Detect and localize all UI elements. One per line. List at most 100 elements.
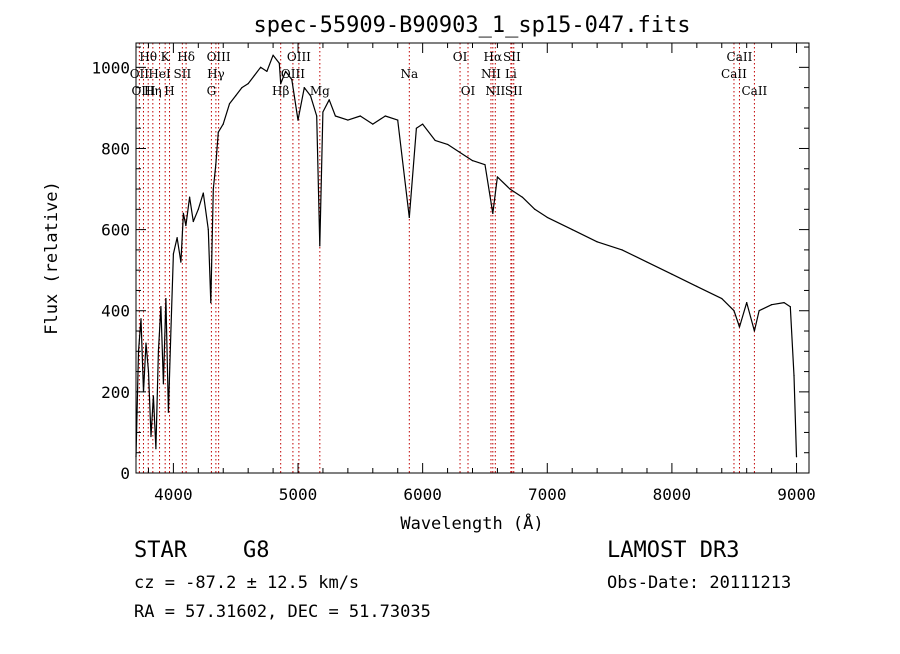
data-point: [172, 253, 174, 255]
line-label: Mg: [310, 84, 330, 98]
line-label: Hγ: [207, 67, 225, 81]
data-point: [253, 74, 255, 77]
x-axis-label: Wavelength (Å): [400, 512, 543, 534]
object-subclass: G8: [243, 538, 270, 563]
data-point: [152, 395, 155, 397]
data-point: [459, 151, 461, 154]
line-label: Na: [400, 67, 418, 81]
data-point: [509, 188, 511, 190]
data-point: [771, 304, 773, 306]
data-point: [496, 176, 499, 178]
data-point: [180, 261, 182, 263]
data-point: [446, 143, 449, 146]
y-tick-label: 600: [101, 221, 130, 240]
data-point: [241, 87, 243, 89]
data-point: [415, 127, 418, 129]
line-label: SII: [174, 67, 192, 81]
data-point: [150, 435, 152, 438]
data-point: [384, 115, 386, 117]
data-point: [646, 261, 648, 263]
data-point: [492, 212, 494, 214]
coordinates: RA = 57.31602, DEC = 51.73035: [134, 602, 431, 622]
axis-ticks: 4000 5000 6000 7000 8000 9000 0 200 400 600 800 100…: [91, 43, 816, 504]
line-label: SII: [505, 84, 523, 98]
data-point: [207, 229, 209, 231]
data-point: [162, 383, 165, 385]
data-point: [471, 160, 474, 162]
data-point: [408, 216, 410, 219]
data-point: [291, 78, 293, 81]
data-point: [272, 54, 274, 56]
line-label: Hθ: [139, 50, 157, 64]
data-point: [297, 119, 299, 121]
data-point: [188, 196, 191, 198]
x-tick-label: 7000: [528, 485, 567, 504]
data-point: [733, 310, 735, 312]
y-tick-label: 200: [101, 383, 130, 402]
data-point: [596, 241, 598, 243]
data-point: [215, 164, 217, 166]
data-point: [210, 302, 212, 304]
data-point: [316, 115, 318, 117]
series-line-flux: [135, 54, 798, 457]
line-label: SII: [503, 50, 521, 64]
data-point: [278, 62, 280, 64]
data-point: [202, 192, 204, 194]
line-label: G: [207, 84, 217, 98]
series-layer: [135, 54, 798, 458]
plot-frame: [135, 42, 810, 474]
survey-name: LAMOST DR3: [607, 538, 740, 563]
data-point: [621, 249, 623, 251]
x-tick-label: 5000: [279, 485, 318, 504]
y-tick-label: 400: [101, 302, 130, 321]
line-label: CaII: [741, 84, 767, 98]
data-point: [167, 411, 170, 413]
x-tick-label: 6000: [403, 485, 442, 504]
data-point: [534, 208, 536, 210]
data-point: [280, 82, 282, 85]
data-point: [228, 103, 231, 105]
line-label: Li: [505, 67, 517, 81]
y-tick-label: 800: [101, 139, 130, 158]
data-point: [696, 285, 698, 287]
data-point: [322, 111, 324, 113]
line-label: CaII: [721, 67, 747, 81]
line-label: OIII: [281, 67, 305, 81]
data-point: [671, 273, 673, 275]
data-point: [157, 350, 160, 352]
line-label: NII: [481, 67, 501, 81]
data-point: [170, 330, 172, 332]
line-label: OIII: [207, 50, 231, 64]
data-point: [212, 188, 214, 190]
chart-title: spec-55909-B90903_1_sp15-047.fits: [253, 13, 690, 38]
data-point: [795, 456, 798, 458]
line-marker-layer: [138, 43, 755, 473]
data-point: [521, 196, 523, 198]
line-label: Hη: [144, 84, 162, 98]
y-tick-label: 1000: [91, 58, 130, 77]
data-point: [758, 310, 760, 312]
data-point: [372, 123, 374, 125]
data-point: [185, 224, 187, 227]
data-point: [303, 87, 305, 89]
data-point: [155, 448, 157, 450]
data-point: [145, 342, 147, 344]
data-point: [328, 99, 330, 101]
y-axis-label: Flux (relative): [42, 181, 62, 335]
x-tick-label: 8000: [653, 485, 692, 504]
data-point: [721, 297, 723, 300]
data-point: [319, 245, 321, 247]
line-label: HeI: [148, 67, 171, 81]
data-point: [783, 302, 785, 304]
obs-date: Obs-Date: 20111213: [607, 573, 792, 593]
data-point: [753, 330, 756, 332]
line-label: OIII: [287, 50, 311, 64]
data-point: [165, 297, 167, 300]
line-label: CaII: [727, 50, 753, 64]
data-point: [738, 326, 741, 328]
data-point: [484, 164, 486, 166]
line-label: Hα: [484, 50, 503, 64]
data-point: [217, 131, 219, 133]
data-point: [140, 318, 142, 320]
